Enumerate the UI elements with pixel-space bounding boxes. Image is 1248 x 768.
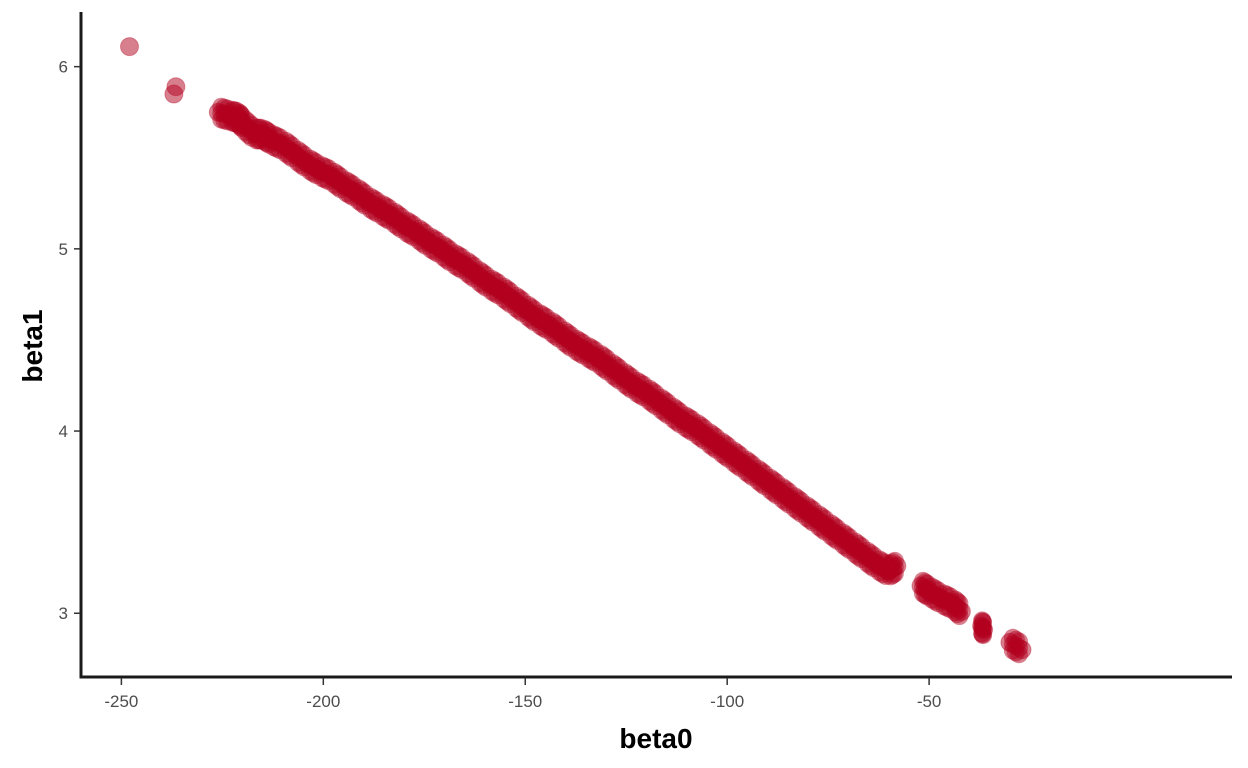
x-tick-label: -200: [306, 692, 340, 711]
data-point-band: [950, 594, 969, 613]
y-axis-title: beta1: [17, 309, 48, 382]
y-tick-label: 4: [59, 422, 68, 441]
y-tick-label: 3: [59, 604, 68, 623]
data-point-band: [1010, 632, 1028, 651]
x-tick-label: -100: [710, 692, 744, 711]
data-point: [166, 77, 186, 97]
x-tick-label: -150: [508, 692, 542, 711]
x-axis-title: beta0: [619, 723, 692, 754]
x-tick-label: -50: [917, 692, 942, 711]
data-point-band: [974, 613, 993, 632]
y-tick-label: 6: [59, 58, 68, 77]
data-point-band: [885, 551, 904, 570]
y-ticks: 3 4 5 6: [59, 58, 80, 623]
points-layer: [120, 37, 1032, 664]
y-tick-label: 5: [59, 240, 68, 259]
data-point: [120, 37, 139, 57]
x-tick-label: -250: [104, 692, 138, 711]
x-ticks: -250 -200 -150 -100 -50: [104, 678, 941, 711]
